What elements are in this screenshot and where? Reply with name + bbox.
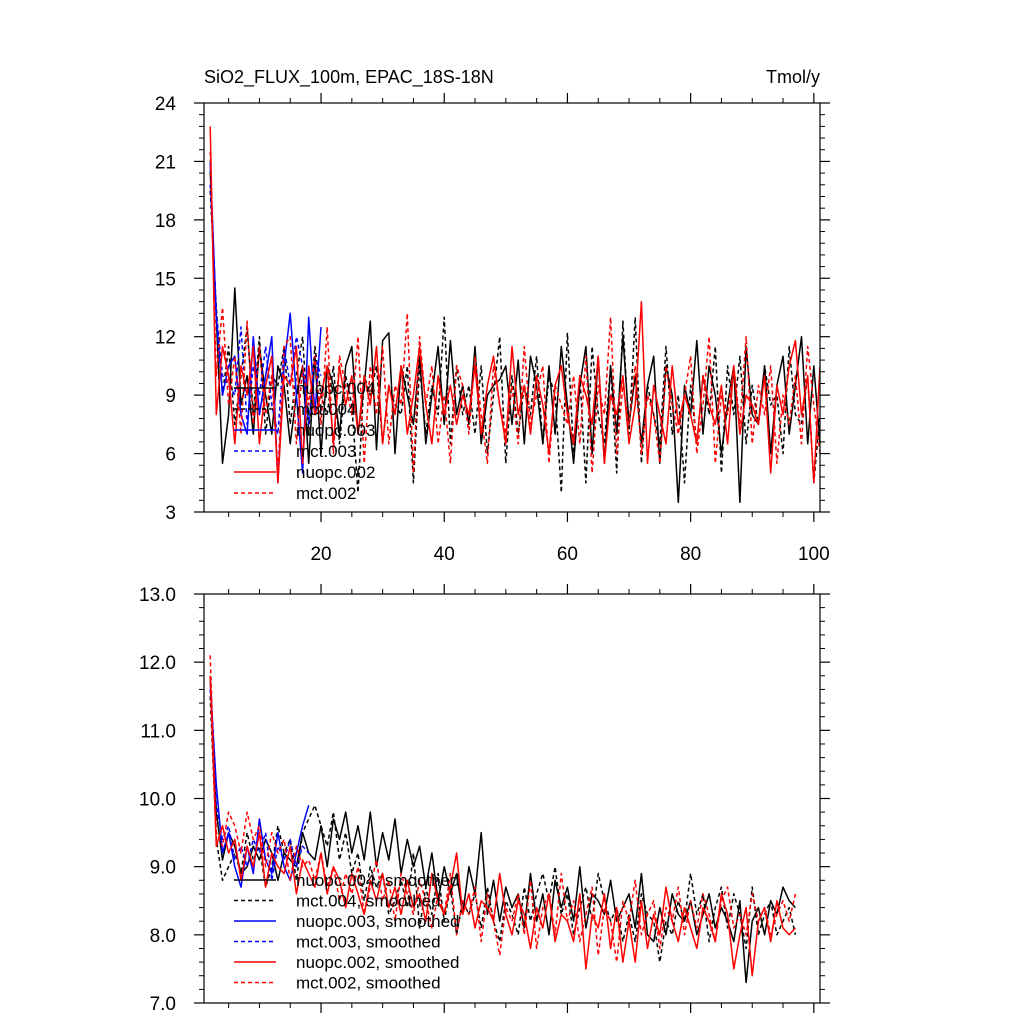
bottom-legend-label: mct.003, smoothed bbox=[296, 933, 441, 952]
bottom-ytick-label: 7.0 bbox=[150, 994, 176, 1015]
top-panel: SiO2_FLUX_100m, EPAC_18S-18N Tmol/y 3 6 9 1… bbox=[155, 67, 830, 565]
top-xtick-label: 60 bbox=[557, 544, 578, 565]
top-ytick-label: 3 bbox=[165, 503, 176, 524]
bottom-panel: 7.0 8.0 9.0 10.0 11.0 12.0 13.0 nuopc.004, smoo… bbox=[139, 584, 830, 1015]
bottom-series-nuopc-003-smoothed bbox=[209, 682, 310, 888]
top-plot-frame bbox=[203, 102, 821, 513]
top-ytick-label: 18 bbox=[155, 211, 176, 232]
bottom-series-mct-002-smoothed bbox=[209, 655, 797, 963]
bottom-ytick-label: 8.0 bbox=[150, 926, 176, 947]
bottom-legend-label: nuopc.003, smoothed bbox=[296, 912, 460, 931]
bottom-legend-label: mct.002, smoothed bbox=[296, 974, 441, 993]
bottom-legend-label: nuopc.004, smoothed bbox=[296, 871, 460, 890]
bottom-ytick-label: 13.0 bbox=[139, 585, 176, 606]
top-ytick-label: 21 bbox=[155, 152, 176, 173]
bottom-series-nuopc-002-smoothed bbox=[209, 675, 796, 977]
bottom-plot-area: 7.0 8.0 9.0 10.0 11.0 12.0 13.0 nuopc.004, smoo… bbox=[139, 584, 830, 1015]
bottom-ytick-label: 11.0 bbox=[140, 721, 176, 742]
bottom-ytick-label: 10.0 bbox=[139, 790, 176, 811]
top-legend-label: nuopc.004 bbox=[296, 379, 375, 398]
top-ytick-label: 9 bbox=[165, 386, 176, 407]
top-legend-label: mct.003 bbox=[296, 442, 356, 461]
top-xtick-label: 40 bbox=[434, 544, 455, 565]
top-panel-title: SiO2_FLUX_100m, EPAC_18S-18N bbox=[204, 67, 494, 88]
bottom-ytick-label: 9.0 bbox=[150, 858, 176, 879]
top-ytick-label: 24 bbox=[155, 94, 177, 115]
top-legend-label: nuopc.002 bbox=[296, 463, 375, 482]
top-legend-label: mct.004 bbox=[296, 400, 356, 419]
bottom-series-nuopc-004-smoothed bbox=[209, 675, 796, 984]
bottom-legend-label: nuopc.002, smoothed bbox=[296, 953, 460, 972]
top-plot-area: 3 6 9 12 15 18 21 24 20 40 60 80 100 nuopc.004 mct.004… bbox=[155, 93, 830, 565]
top-xtick-label: 100 bbox=[798, 544, 830, 565]
top-legend-label: mct.002 bbox=[296, 484, 356, 503]
top-series-nuopc-003 bbox=[209, 161, 322, 484]
top-xtick-label: 20 bbox=[310, 544, 331, 565]
bottom-legend-label: mct.004, smoothed bbox=[296, 892, 441, 911]
top-xtick-label: 80 bbox=[680, 544, 701, 565]
bottom-series-mct-003-smoothed bbox=[209, 689, 310, 882]
top-series-nuopc-002 bbox=[209, 126, 820, 484]
top-legend-label: nuopc.003 bbox=[296, 421, 375, 440]
top-ytick-label: 12 bbox=[155, 328, 176, 349]
top-panel-units: Tmol/y bbox=[766, 67, 820, 87]
top-series-mct-002 bbox=[209, 151, 820, 474]
bottom-series-mct-004-smoothed bbox=[209, 696, 797, 963]
top-series-mct-003 bbox=[209, 184, 322, 435]
top-ytick-label: 15 bbox=[155, 269, 176, 290]
bottom-ytick-label: 12.0 bbox=[139, 653, 176, 674]
top-ytick-label: 6 bbox=[165, 445, 176, 466]
